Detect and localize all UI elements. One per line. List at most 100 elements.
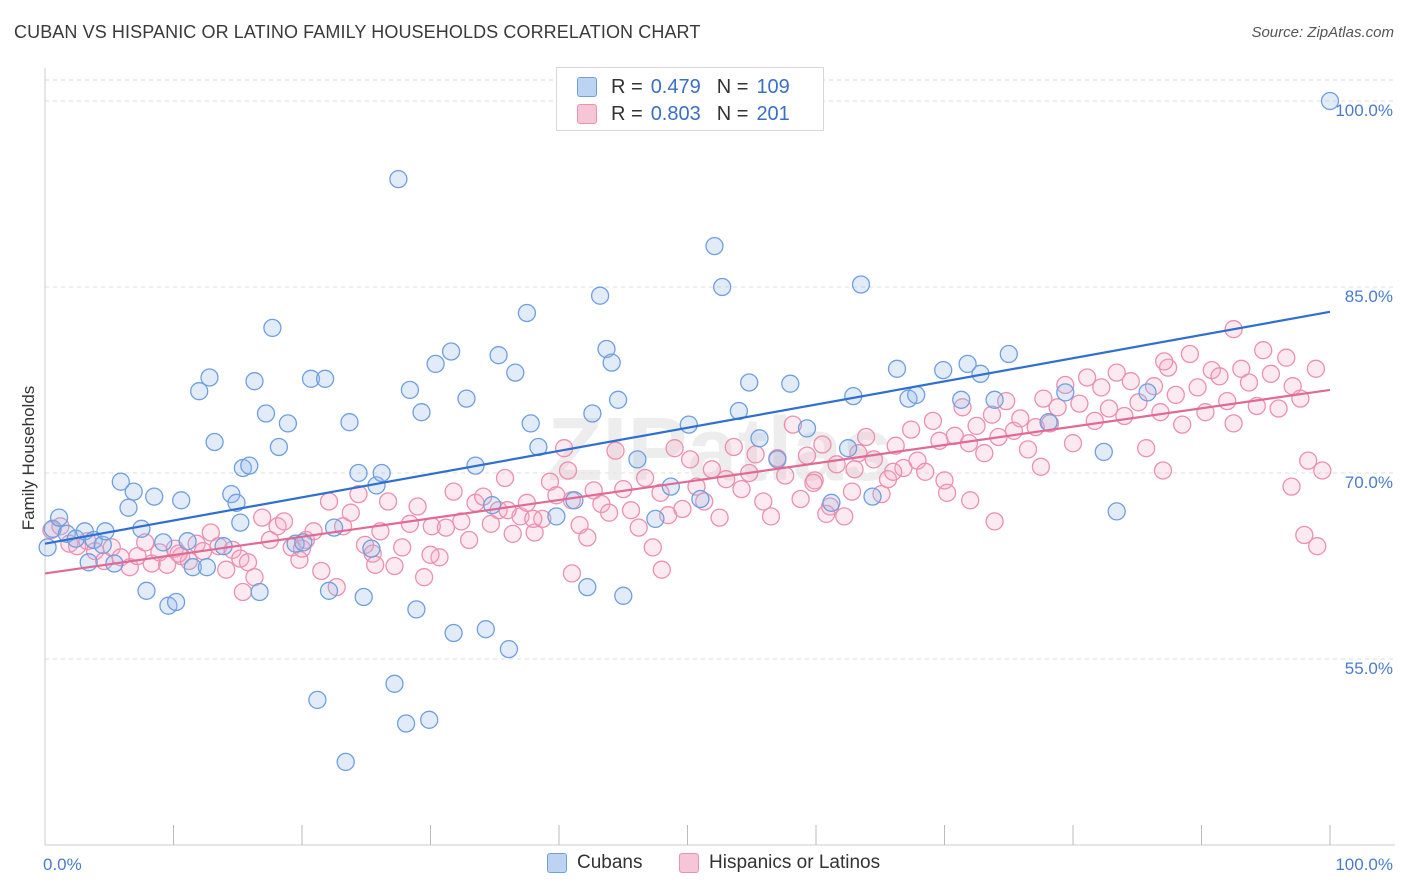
cuban-point bbox=[362, 539, 381, 558]
cuban-point bbox=[269, 437, 289, 457]
cuban-point bbox=[93, 535, 112, 555]
cuban-point bbox=[245, 372, 264, 391]
hispanic-point bbox=[652, 560, 671, 579]
cuban-point bbox=[457, 389, 476, 408]
hispanic-point bbox=[961, 491, 980, 510]
cuban-point bbox=[838, 439, 858, 458]
hispanic-point bbox=[1180, 344, 1200, 364]
cuban-point bbox=[691, 489, 710, 509]
cubans-swatch bbox=[577, 77, 597, 97]
legend-label-cubans: Cubans bbox=[577, 852, 643, 873]
cubans-n-value: 109 bbox=[756, 75, 790, 98]
hispanic-point bbox=[1188, 378, 1207, 397]
cuban-point bbox=[985, 390, 1004, 409]
legend-item-cubans[interactable]: Cubans bbox=[547, 852, 643, 874]
hispanic-point bbox=[1254, 341, 1273, 360]
stats-box: R = 0.479 N = 109 R = 0.803 N = 201 bbox=[556, 67, 824, 131]
cuban-point bbox=[222, 484, 241, 504]
hispanic-point bbox=[1269, 399, 1288, 418]
x-tick-label-0: 0.0% bbox=[43, 855, 82, 874]
hispanic-point bbox=[498, 501, 517, 520]
hispanic-point bbox=[967, 416, 986, 436]
hispanic-point bbox=[1077, 368, 1097, 387]
cuban-point bbox=[679, 415, 698, 434]
hispanic-point bbox=[724, 437, 743, 457]
tick-labels: 55.0% 70.0% 85.0% 100.0% 0.0% 100.0% bbox=[43, 101, 1393, 874]
hispanic-point bbox=[845, 460, 864, 479]
hispanic-point bbox=[1239, 373, 1259, 392]
hispanic-point bbox=[1277, 348, 1296, 367]
hispanic-point bbox=[1115, 406, 1134, 426]
n-label: N = bbox=[716, 102, 749, 125]
cuban-point bbox=[420, 710, 439, 729]
hispanic-point bbox=[643, 538, 662, 557]
stats-row-cubans: R = 0.479 N = 109 bbox=[577, 74, 790, 100]
cuban-point bbox=[301, 369, 321, 388]
cuban-point bbox=[119, 498, 138, 517]
cuban-point bbox=[197, 558, 217, 577]
hispanic-point bbox=[495, 468, 515, 488]
hispanic-point bbox=[1099, 399, 1119, 418]
watermark: ZIPatlas bbox=[547, 400, 892, 500]
cuban-point bbox=[49, 508, 69, 527]
hispanic-point bbox=[817, 504, 836, 524]
hispanic-point bbox=[1085, 411, 1104, 431]
hispanic-point bbox=[673, 499, 692, 519]
cuban-point bbox=[907, 385, 926, 405]
cuban-point bbox=[354, 587, 373, 607]
cuban-point bbox=[137, 581, 156, 600]
hispanic-point bbox=[804, 473, 823, 493]
cuban-point bbox=[132, 519, 151, 538]
hispanic-point bbox=[599, 503, 619, 522]
hispanic-point bbox=[761, 507, 781, 526]
cuban-point bbox=[822, 493, 841, 512]
hispanic-point bbox=[835, 507, 854, 526]
hispanic-point bbox=[385, 556, 404, 576]
hispanic-point bbox=[1107, 363, 1126, 382]
cuban-point bbox=[308, 690, 327, 710]
hispanic-point bbox=[901, 420, 921, 439]
cuban-point bbox=[797, 419, 817, 438]
hispanic-points bbox=[42, 320, 1332, 602]
cuban-point bbox=[614, 586, 633, 605]
cuban-point bbox=[111, 472, 130, 491]
cuban-point bbox=[407, 600, 426, 619]
hispanic-point bbox=[562, 564, 582, 583]
hispanic-point bbox=[732, 479, 751, 499]
hispanic-point bbox=[680, 450, 700, 469]
cuban-point bbox=[489, 346, 508, 365]
hispanic-point bbox=[746, 445, 765, 464]
hispanic-point bbox=[1121, 372, 1140, 391]
cubans-points bbox=[38, 91, 1340, 772]
hispanic-point bbox=[319, 492, 339, 511]
hispanic-point bbox=[754, 492, 773, 511]
hispanic-point bbox=[444, 482, 463, 501]
cuban-point bbox=[781, 374, 800, 393]
hispanic-point bbox=[886, 436, 905, 455]
hispanic-point bbox=[525, 523, 544, 542]
cuban-point bbox=[1056, 383, 1075, 402]
cuban-point bbox=[1094, 442, 1113, 462]
hispanic-point bbox=[1306, 359, 1326, 378]
axes bbox=[44, 68, 1395, 846]
hispanic-point bbox=[459, 530, 479, 550]
cubans-legend-swatch bbox=[547, 853, 567, 873]
legend-item-hispanic[interactable]: Hispanics or Latinos bbox=[679, 852, 880, 874]
cuban-point bbox=[628, 450, 647, 469]
hispanic-point bbox=[1155, 352, 1174, 371]
legend: Cubans Hispanics or Latinos bbox=[0, 852, 1406, 876]
cuban-point bbox=[646, 509, 665, 529]
hispanic-point bbox=[883, 462, 903, 481]
hispanic-point bbox=[481, 514, 501, 533]
hispanic-point bbox=[982, 405, 1002, 424]
hispanic-n-value: 201 bbox=[756, 102, 790, 125]
hispanic-point bbox=[813, 435, 832, 454]
y-tick-label-0: 55.0% bbox=[1345, 659, 1393, 678]
cuban-point bbox=[200, 368, 219, 387]
cuban-point bbox=[372, 463, 391, 483]
cuban-point bbox=[340, 413, 359, 432]
hispanic-point bbox=[421, 545, 440, 564]
cuban-point bbox=[740, 373, 759, 392]
hispanic-point bbox=[217, 560, 236, 579]
hispanic-point bbox=[1308, 537, 1327, 556]
